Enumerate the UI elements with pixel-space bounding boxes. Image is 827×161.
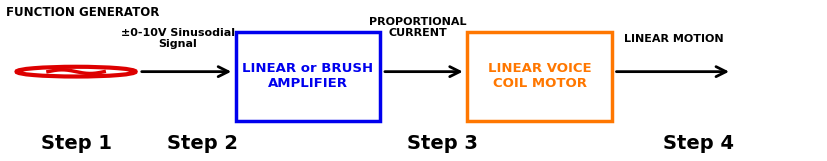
Text: Step 1: Step 1 bbox=[41, 134, 112, 153]
Text: LINEAR VOICE
COIL MOTOR: LINEAR VOICE COIL MOTOR bbox=[488, 62, 591, 90]
Bar bbox=[236, 32, 380, 121]
Text: Step 2: Step 2 bbox=[167, 134, 238, 153]
Text: Step 4: Step 4 bbox=[663, 134, 734, 153]
Text: ±0-10V Sinusodial
Signal: ±0-10V Sinusodial Signal bbox=[121, 28, 235, 49]
Text: Step 3: Step 3 bbox=[407, 134, 478, 153]
Text: LINEAR or BRUSH
AMPLIFIER: LINEAR or BRUSH AMPLIFIER bbox=[242, 62, 374, 90]
Text: LINEAR MOTION: LINEAR MOTION bbox=[624, 34, 724, 44]
Ellipse shape bbox=[17, 67, 136, 76]
Text: FUNCTION GENERATOR: FUNCTION GENERATOR bbox=[6, 6, 159, 19]
Text: PROPORTIONAL
CURRENT: PROPORTIONAL CURRENT bbox=[369, 17, 466, 38]
Bar bbox=[467, 32, 612, 121]
